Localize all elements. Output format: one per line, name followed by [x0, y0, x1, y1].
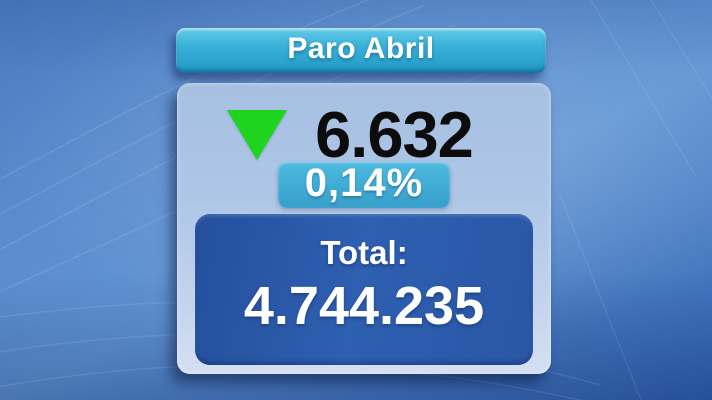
- triangle-down-icon: [227, 109, 288, 160]
- total-label: Total:: [320, 234, 408, 271]
- change-percent-value: 0,14%: [304, 161, 424, 205]
- stat-card: 6.632 0,14% Total: 4.744.235: [177, 83, 551, 374]
- header-pill: Paro Abril: [176, 28, 546, 73]
- change-percent-badge: 0,14%: [278, 162, 450, 208]
- change-value: 6.632: [315, 98, 474, 171]
- total-value: 4.744.235: [243, 276, 485, 336]
- total-box: Total: 4.744.235: [195, 214, 533, 365]
- header-title: Paro Abril: [287, 32, 435, 65]
- change-row: 6.632: [163, 102, 537, 167]
